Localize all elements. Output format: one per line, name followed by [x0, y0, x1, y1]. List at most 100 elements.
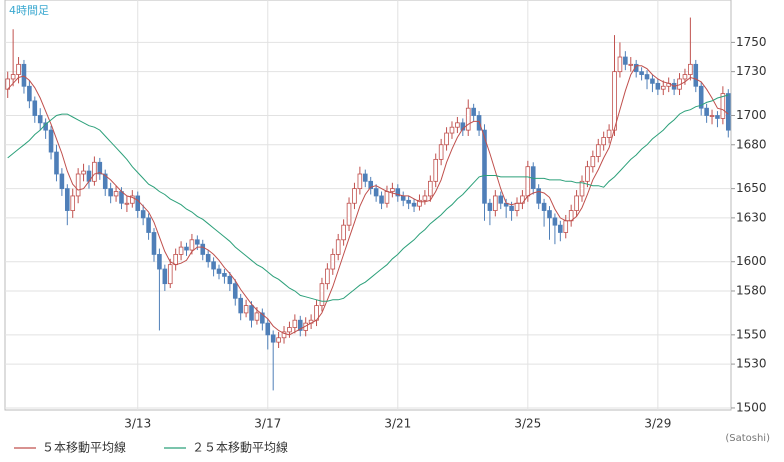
- x-tick-label: 3/13: [124, 417, 151, 431]
- candle-down: [157, 254, 162, 270]
- candle-down: [704, 107, 709, 116]
- candle-down: [54, 151, 59, 175]
- candle-up: [70, 195, 76, 211]
- candle-down: [65, 188, 70, 211]
- moving-average-line: [7, 94, 729, 302]
- x-tick-label: 3/17: [254, 417, 281, 431]
- candle-down: [471, 107, 476, 116]
- x-tick-label: 3/29: [644, 417, 671, 431]
- candle-up: [276, 337, 281, 343]
- plot-area: [4, 0, 732, 411]
- candle-down: [297, 319, 303, 331]
- candle-up: [352, 188, 357, 204]
- candle-up: [574, 195, 579, 211]
- candle-down: [400, 195, 406, 201]
- candle-up: [433, 158, 439, 182]
- candle-up: [173, 254, 178, 266]
- candle-up: [595, 144, 601, 157]
- candle-down: [211, 261, 216, 270]
- candle-up: [525, 166, 531, 197]
- chart-title: 4時間足: [9, 4, 49, 17]
- candle-up: [720, 93, 726, 119]
- candle-down: [260, 312, 265, 324]
- candle-down: [238, 297, 243, 314]
- candle-up: [709, 115, 715, 117]
- candle-down: [368, 180, 374, 190]
- marks: [5, 17, 731, 391]
- candle-up: [10, 74, 16, 80]
- candle-down: [205, 254, 211, 263]
- candle-up: [243, 305, 249, 314]
- y-tick-label: 1530: [736, 357, 767, 371]
- candle-up: [563, 220, 569, 233]
- candle-down: [135, 195, 141, 211]
- y-tick-label: 1630: [736, 210, 767, 224]
- candle-down: [195, 239, 200, 245]
- candle-down: [270, 334, 276, 343]
- candle-up: [682, 74, 688, 80]
- candle-down: [725, 93, 731, 131]
- candle-up: [325, 268, 330, 285]
- candle-up: [330, 254, 336, 270]
- legend-label: ２５本移動平均線: [192, 440, 288, 455]
- candle-down: [184, 246, 189, 251]
- candle-up: [660, 85, 666, 90]
- y-tick-label: 1550: [736, 327, 767, 341]
- candle-down: [482, 129, 487, 204]
- legend-label: ５本移動平均線: [42, 440, 126, 455]
- candle-down: [200, 243, 206, 255]
- candle-down: [216, 268, 222, 274]
- candle-up: [81, 170, 86, 175]
- candle-down: [227, 275, 233, 285]
- candle-up: [124, 202, 130, 205]
- candle-down: [48, 129, 54, 153]
- y-tick-label: 1730: [736, 64, 767, 78]
- candle-up: [422, 195, 428, 201]
- candle-up: [688, 63, 693, 75]
- candle-up: [292, 319, 298, 328]
- candle-down: [222, 273, 227, 277]
- candle-up: [178, 246, 184, 255]
- candle-up: [341, 224, 346, 241]
- candle-up: [579, 180, 585, 197]
- candle-down: [460, 122, 466, 131]
- y-tick-label: 1580: [736, 283, 767, 297]
- candle-down: [498, 195, 504, 204]
- candle-up: [390, 188, 395, 192]
- candle-up: [254, 312, 260, 321]
- candle-down: [644, 74, 650, 80]
- candle-up: [75, 173, 81, 197]
- candle-up: [612, 71, 617, 131]
- candle-down: [650, 78, 655, 84]
- candle-up: [281, 331, 287, 339]
- candle-up: [455, 122, 460, 128]
- candle-down: [59, 173, 65, 190]
- candle-down: [541, 202, 547, 211]
- candle-down: [558, 224, 563, 233]
- candle-down: [698, 85, 704, 109]
- candle-up: [590, 156, 596, 168]
- candle-down: [406, 199, 411, 204]
- candle-up: [357, 173, 363, 190]
- candle-up: [113, 191, 119, 197]
- candle-up: [444, 132, 449, 146]
- x-tick-label: 3/25: [514, 417, 541, 431]
- candle-up: [617, 56, 623, 73]
- candle-down: [232, 283, 238, 299]
- candle-down: [37, 115, 43, 124]
- candle-down: [362, 173, 368, 182]
- candle-up: [92, 161, 97, 182]
- candle-down: [552, 217, 558, 226]
- candle-up: [514, 202, 520, 211]
- candle-down: [162, 268, 168, 285]
- candle-down: [379, 195, 384, 204]
- candle-down: [97, 161, 103, 175]
- candle-down: [655, 82, 661, 90]
- legend: ５本移動平均線 ２５本移動平均線: [14, 440, 288, 455]
- y-tick-label: 1650: [736, 181, 767, 195]
- candle-down: [547, 210, 552, 219]
- candle-up: [384, 191, 390, 204]
- source: (Satoshi): [725, 433, 770, 444]
- candle-down: [151, 232, 157, 255]
- y-tick-label: 1600: [736, 254, 767, 268]
